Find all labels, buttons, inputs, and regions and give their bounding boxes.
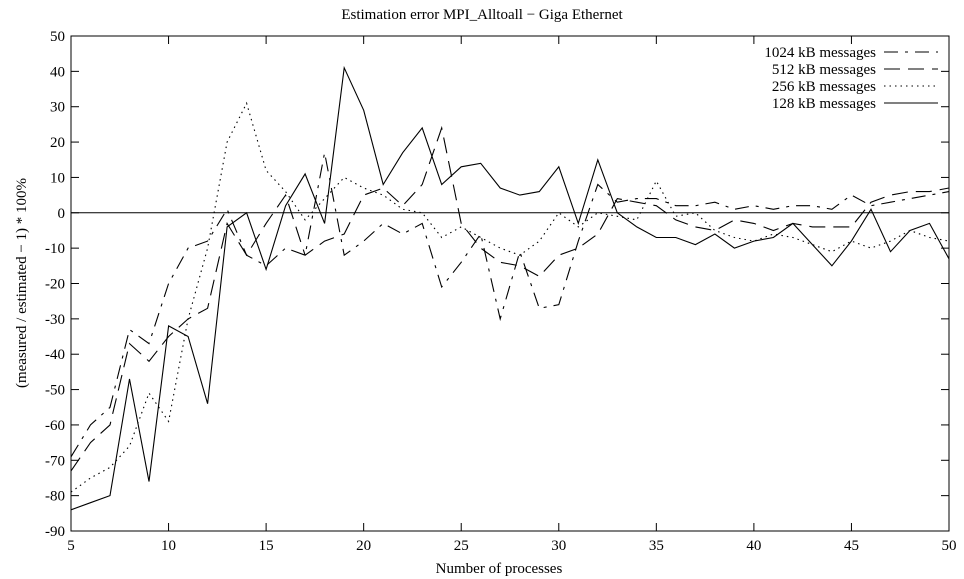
y-tick-label: 0 — [58, 206, 66, 222]
axes: 5 10 15 20 25 30 35 40 45 50 -90 -80 -70 -60 -50 -40 -30… — [45, 29, 957, 554]
y-tick-label: -40 — [45, 347, 65, 363]
y-tick-label: 50 — [50, 29, 65, 45]
series-line-1 — [70, 125, 950, 472]
y-tick-label: -50 — [45, 383, 65, 399]
legend-label: 512 kB messages — [772, 62, 876, 78]
series-group — [70, 65, 950, 511]
x-tick-label: 5 — [67, 538, 75, 554]
series-line-2 — [70, 101, 950, 493]
x-axis-label: Number of processes — [436, 561, 563, 577]
series-line-0 — [70, 152, 950, 458]
x-tick-label: 15 — [259, 538, 274, 554]
y-tick-label: -90 — [45, 524, 65, 540]
x-tick-label: 45 — [844, 538, 859, 554]
legend-label: 256 kB messages — [772, 79, 876, 95]
y-tick-label: -60 — [45, 418, 65, 434]
y-tick-label: -30 — [45, 312, 65, 328]
legend-label: 1024 kB messages — [764, 45, 876, 61]
chart-title: Estimation error MPI_Alltoall − Giga Eth… — [341, 7, 623, 23]
y-tick-label: 20 — [50, 135, 65, 151]
x-tick-label: 10 — [161, 538, 176, 554]
y-tick-label: 10 — [50, 170, 65, 186]
x-tick-label: 25 — [454, 538, 469, 554]
x-tick-label: 50 — [942, 538, 957, 554]
x-tick-label: 20 — [356, 538, 371, 554]
y-tick-label: 30 — [50, 100, 65, 116]
x-tick-label: 40 — [746, 538, 761, 554]
x-tick-label: 35 — [649, 538, 664, 554]
y-axis-label: (measured / estimated − 1) * 100% — [14, 178, 30, 388]
y-tick-label: -80 — [45, 489, 65, 505]
y-tick-label: -10 — [45, 241, 65, 257]
y-tick-label: -20 — [45, 277, 65, 293]
y-tick-label: 40 — [50, 64, 65, 80]
series-line-3 — [70, 65, 950, 511]
legend-label: 128 kB messages — [772, 96, 876, 112]
y-tick-label: -70 — [45, 453, 65, 469]
x-tick-label: 30 — [551, 538, 566, 554]
